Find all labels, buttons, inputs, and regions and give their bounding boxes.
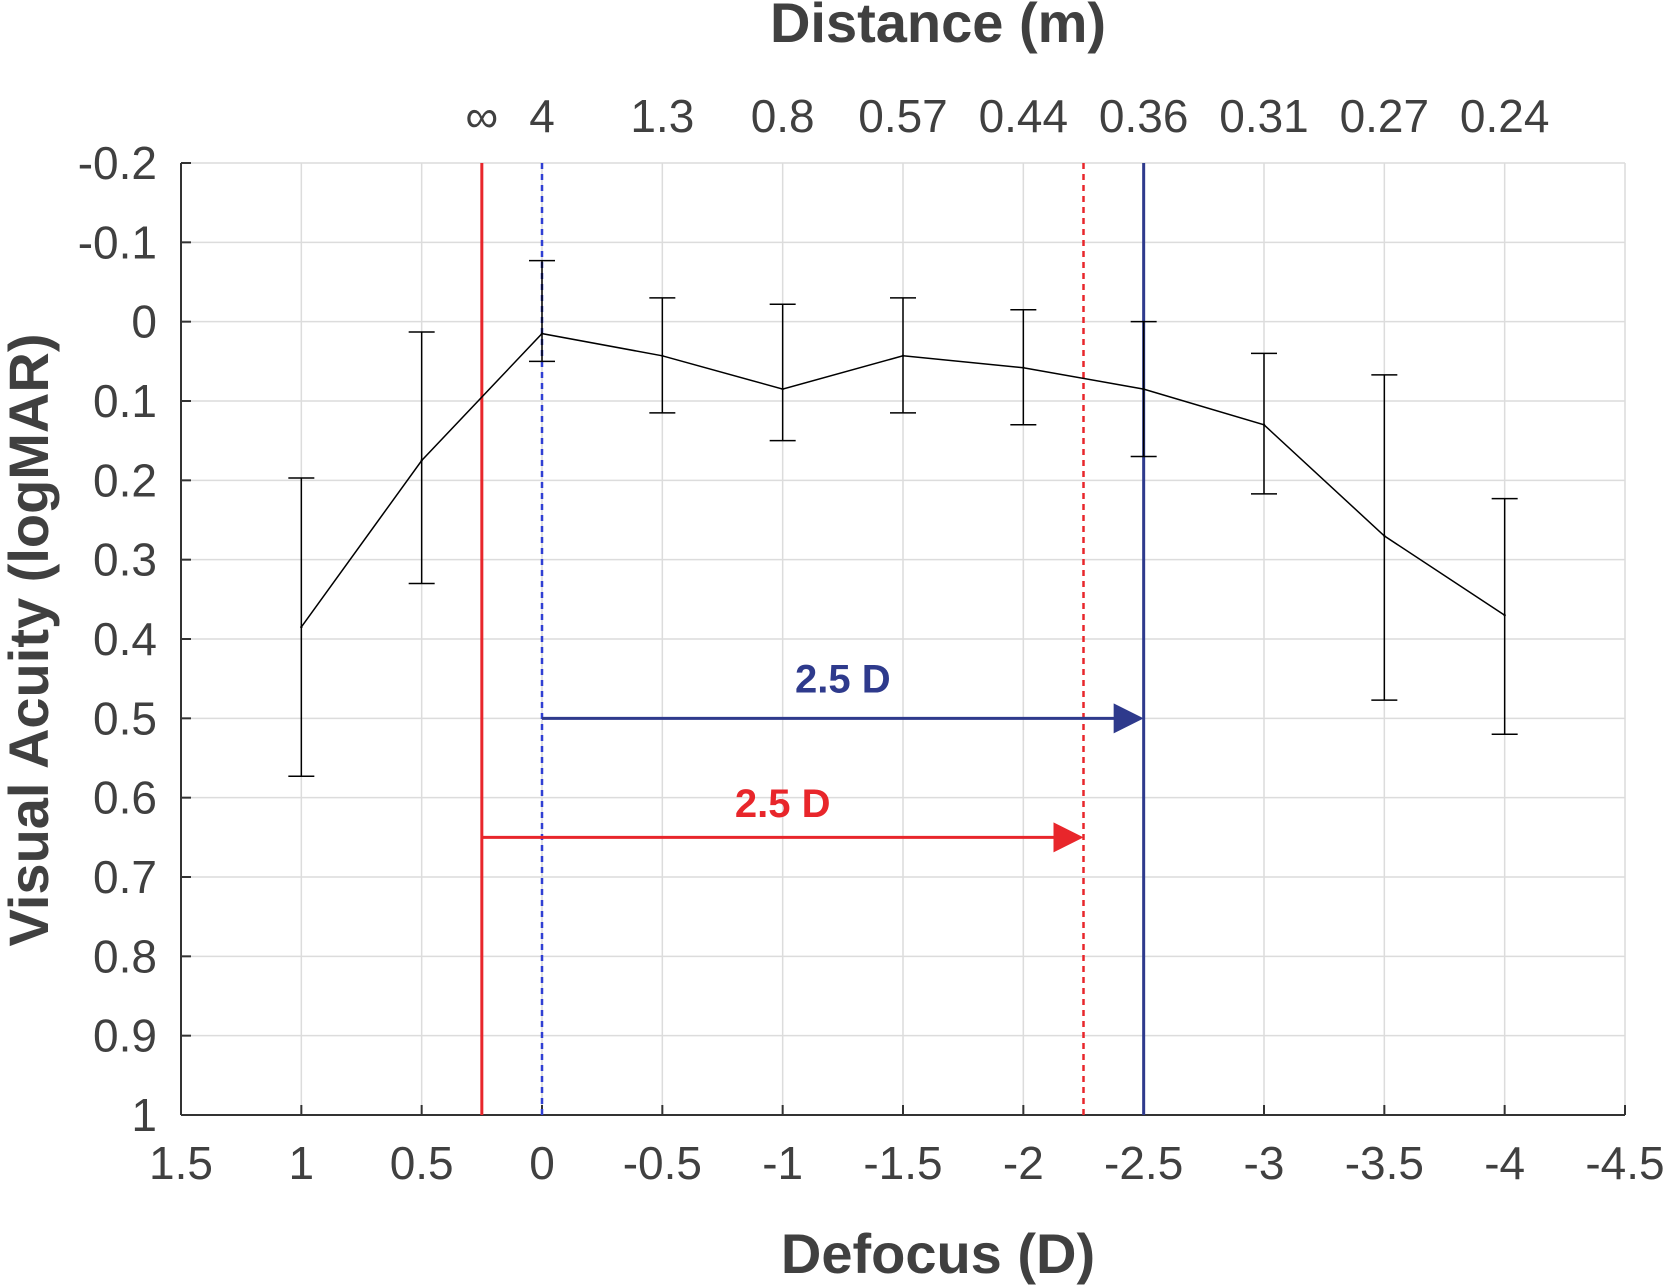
y-tick-label: 0.2 <box>93 454 157 506</box>
top-tick-label: ∞ <box>465 90 498 142</box>
y-tick-label: -0.1 <box>78 216 157 268</box>
y-tick-label: -0.2 <box>78 137 157 189</box>
x-tick-label: 0 <box>529 1137 555 1189</box>
y-tick-label: 0.6 <box>93 772 157 824</box>
data-point <box>300 625 303 629</box>
top-tick-label: 4 <box>529 90 555 142</box>
y-tick-label: 0.4 <box>93 613 157 665</box>
x-tick-label: -2 <box>1003 1137 1044 1189</box>
tick-labels: 1.5 1 0.5 0 -0.5 -1 -1.5 -2 -2.5 -3 -3.5 -4 -4.5-0.2… <box>78 90 1665 1189</box>
annotation-arrow-head <box>1053 822 1084 853</box>
data-point <box>540 332 544 335</box>
y-tick-label: 0.8 <box>93 930 157 982</box>
x-tick-label: 1.5 <box>149 1137 213 1189</box>
x-axis-title: Defocus (D) <box>781 1222 1095 1285</box>
data-point <box>1142 387 1145 391</box>
x-tick-label: -0.5 <box>623 1137 702 1189</box>
top-tick-label: 0.44 <box>979 90 1069 142</box>
top-tick-label: 0.8 <box>751 90 815 142</box>
x-tick-label: 1 <box>289 1137 315 1189</box>
y-tick-label: 0.9 <box>93 1010 157 1062</box>
x-tick-label: -1.5 <box>863 1137 942 1189</box>
data-point <box>901 354 905 357</box>
y-tick-label: 1 <box>131 1089 157 1141</box>
x-tick-label: -3 <box>1244 1137 1285 1189</box>
y-tick-label: 0.7 <box>93 851 157 903</box>
data-point <box>781 387 784 391</box>
annotation-label: 2.5 D <box>795 658 891 702</box>
top-axis-title: Distance (m) <box>770 0 1106 54</box>
y-tick-label: 0.3 <box>93 534 157 586</box>
annotation-label: 2.5 D <box>735 782 831 826</box>
x-tick-label: -4.5 <box>1585 1137 1664 1189</box>
x-tick-label: -2.5 <box>1104 1137 1183 1189</box>
y-tick-label: 0 <box>131 296 157 348</box>
data-point <box>661 354 664 357</box>
top-tick-label: 0.36 <box>1099 90 1189 142</box>
top-tick-label: 1.3 <box>630 90 694 142</box>
x-tick-label: -3.5 <box>1345 1137 1424 1189</box>
y-tick-label: 0.5 <box>93 692 157 744</box>
y-axis-title: Visual Acuity (logMAR) <box>0 334 60 947</box>
data-point <box>1262 423 1266 426</box>
axes <box>180 162 1626 1116</box>
y-tick-label: 0.1 <box>93 375 157 427</box>
x-tick-label: 0.5 <box>390 1137 454 1189</box>
top-tick-label: 0.57 <box>858 90 948 142</box>
x-tick-label: -4 <box>1484 1137 1525 1189</box>
annotation-arrow-head <box>1113 703 1144 734</box>
data-point <box>420 459 423 462</box>
data-point <box>1022 366 1025 369</box>
top-tick-label: 0.27 <box>1340 90 1430 142</box>
data-series <box>288 259 1518 777</box>
annotations: 2.5 D 2.5 D <box>481 658 1144 853</box>
data-point <box>1503 614 1506 617</box>
top-tick-label: 0.31 <box>1219 90 1309 142</box>
x-tick-label: -1 <box>762 1137 803 1189</box>
data-point <box>1383 534 1386 538</box>
top-tick-label: 0.24 <box>1460 90 1550 142</box>
